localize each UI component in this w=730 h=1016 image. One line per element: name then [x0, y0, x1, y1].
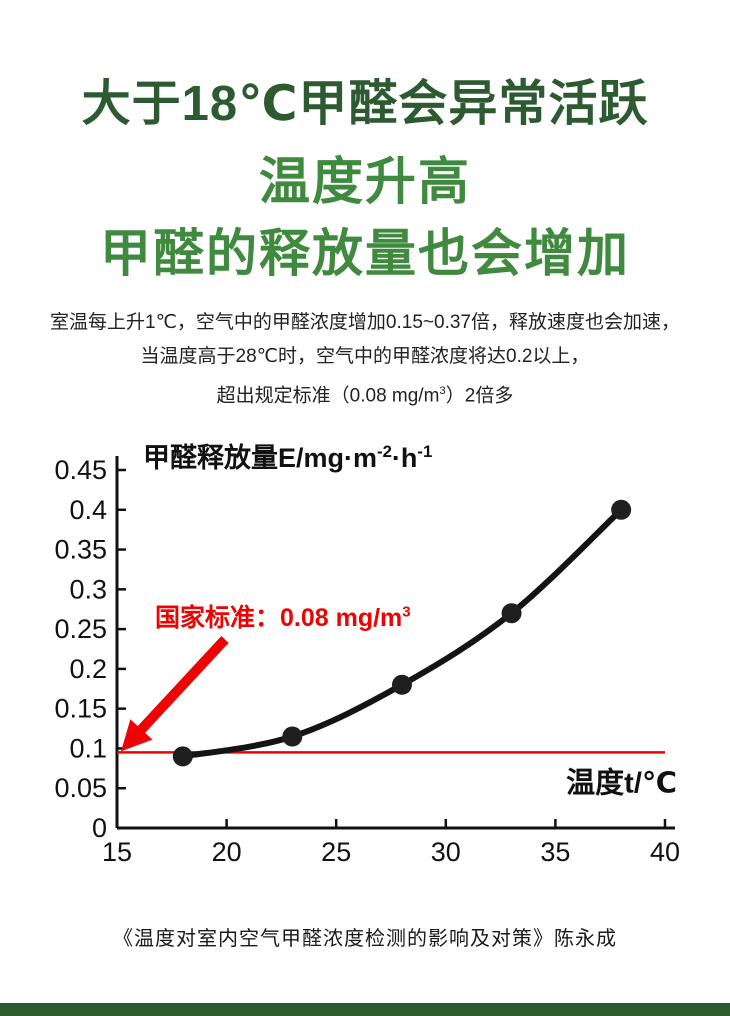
svg-text:20: 20: [212, 837, 242, 867]
intro-line-3: 超出规定标准（0.08 mg/m3）2倍多: [216, 385, 514, 407]
svg-text:15: 15: [102, 837, 132, 867]
svg-text:0.25: 0.25: [54, 614, 107, 644]
svg-text:0.45: 0.45: [54, 455, 107, 485]
svg-text:0.05: 0.05: [54, 773, 107, 803]
bottom-green-bar: [0, 1003, 730, 1016]
intro-paragraph: 室温每上升1℃，空气中的甲醛浓度增加0.15~0.37倍，释放速度也会加速， 当…: [0, 306, 730, 413]
svg-text:25: 25: [321, 837, 351, 867]
svg-text:0.35: 0.35: [54, 535, 107, 565]
svg-text:0.15: 0.15: [54, 694, 107, 724]
svg-text:温度t/℃: 温度t/℃: [566, 766, 677, 799]
subtitle-line-1: 温度升高: [258, 153, 471, 210]
svg-text:40: 40: [650, 837, 680, 867]
svg-text:0.3: 0.3: [69, 574, 107, 604]
national-standard-label: 国家标准：0.08 mg/m3: [155, 603, 411, 632]
svg-text:30: 30: [431, 837, 461, 867]
chart-y-axis-title: 甲醛释放量E/mg·m-2·h-1: [143, 442, 433, 473]
svg-text:35: 35: [540, 837, 570, 867]
chart-container: 0 0.05 0.1 0.15 0.2 0.25 0.3 0.35 0.4 0.45 15 20 25 3…: [45, 430, 685, 870]
svg-text:0.1: 0.1: [69, 733, 107, 763]
main-title: 大于18℃甲醛会异常活跃: [81, 77, 649, 131]
svg-text:0.4: 0.4: [69, 495, 107, 525]
formaldehyde-release-chart: 0 0.05 0.1 0.15 0.2 0.25 0.3 0.35 0.4 0.45 15 20 25 3…: [54, 455, 680, 867]
svg-text:0.2: 0.2: [69, 654, 107, 684]
subtitle-line-2: 甲醛的释放量也会增加: [99, 225, 630, 282]
intro-line-2: 当温度高于28℃时，空气中的甲醛浓度将达0.2以上，: [140, 346, 590, 367]
svg-text:0: 0: [92, 813, 107, 843]
citation: 《温度对室内空气甲醛浓度检测的影响及对策》陈永成: [113, 928, 617, 950]
intro-line-1: 室温每上升1℃，空气中的甲醛浓度增加0.15~0.37倍，释放速度也会加速，: [50, 312, 680, 333]
